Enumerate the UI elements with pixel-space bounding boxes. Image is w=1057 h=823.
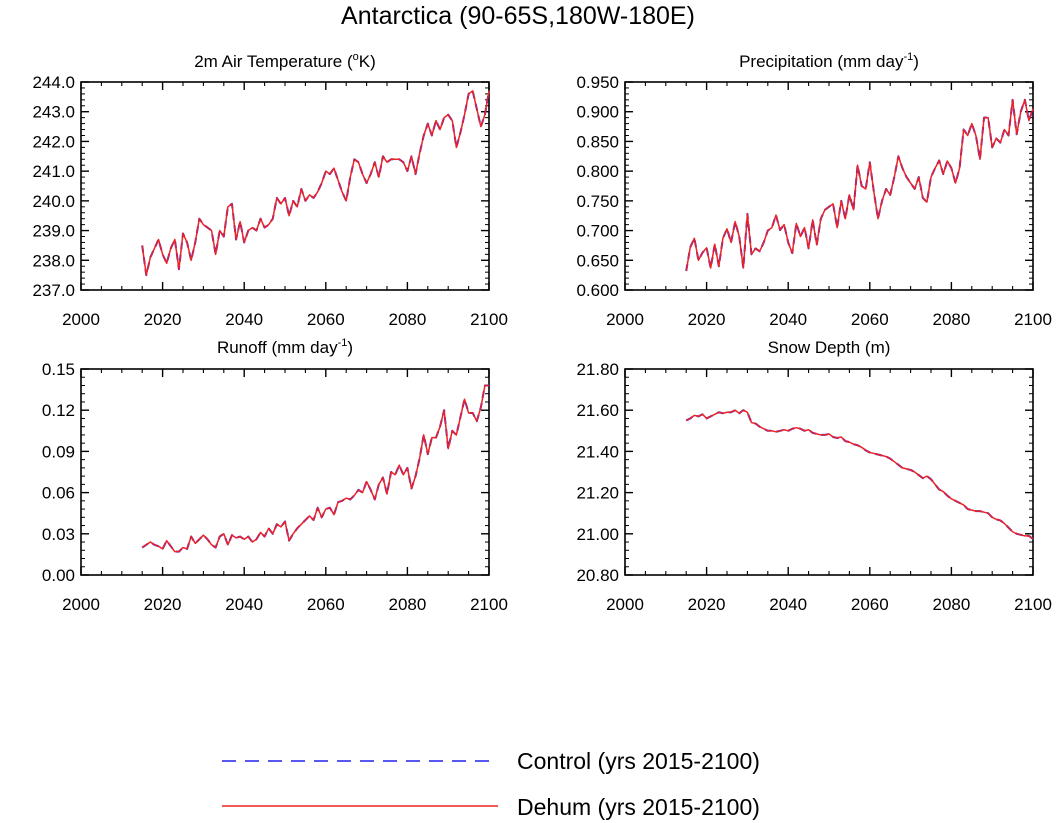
series-line-air-temperature-dehum [141, 90, 490, 276]
x-tick-label-precipitation-5: 2100 [1014, 310, 1052, 329]
y-tick-label-runoff-5: 0.15 [42, 360, 75, 379]
y-tick-label-precipitation-7: 0.950 [576, 73, 619, 92]
y-tick-label-air-temperature-3: 240.0 [32, 192, 75, 211]
x-tick-label-precipitation-3: 2060 [851, 310, 889, 329]
y-tick-label-snow-depth-2: 21.20 [576, 484, 619, 503]
plot-frame-air-temperature [80, 81, 490, 291]
y-tick-label-snow-depth-0: 20.80 [576, 566, 619, 585]
y-tick-label-air-temperature-7: 244.0 [32, 73, 75, 92]
y-axis-precipitation: 0.600 0.650 0.700 0.750 0.800 0.850 0.900 0.950 [576, 73, 1033, 300]
panel-runoff: Runoff (mm day-1) 2000 2020 2040 2060 2080 21… [42, 337, 508, 614]
y-tick-label-snow-depth-5: 21.80 [576, 360, 619, 379]
series-line-runoff-dehum [141, 384, 489, 553]
x-tick-label-snow-depth-1: 2020 [688, 595, 726, 614]
x-tick-label-runoff-0: 2000 [62, 595, 100, 614]
x-tick-label-snow-depth-0: 2000 [606, 595, 644, 614]
series-group-snow-depth [685, 409, 1034, 540]
legend-label-control: Control (yrs 2015-2100) [517, 748, 760, 774]
figure-title: Antarctica (90-65S,180W-180E) [341, 2, 695, 30]
y-tick-label-precipitation-5: 0.850 [576, 132, 619, 151]
series-line-snow-depth-control [685, 409, 1034, 540]
series-line-precipitation-dehum [685, 99, 1034, 272]
x-tick-label-runoff-4: 2080 [388, 595, 426, 614]
y-tick-label-precipitation-0: 0.600 [576, 281, 619, 300]
x-tick-label-runoff-2: 2040 [225, 595, 263, 614]
panel-title-air-temperature: 2m Air Temperature (oK) [194, 51, 376, 71]
x-tick-label-runoff-1: 2020 [144, 595, 182, 614]
y-tick-label-snow-depth-1: 21.00 [576, 525, 619, 544]
x-tick-label-air-temperature-3: 2060 [307, 310, 345, 329]
series-group-air-temperature [141, 89, 490, 277]
y-tick-label-snow-depth-3: 21.40 [576, 442, 619, 461]
legend-label-dehum: Dehum (yrs 2015-2100) [517, 794, 760, 820]
x-tick-label-precipitation-0: 2000 [606, 310, 644, 329]
y-tick-label-air-temperature-6: 243.0 [32, 103, 75, 122]
y-tick-label-runoff-3: 0.09 [42, 442, 75, 461]
series-group-precipitation [685, 98, 1034, 272]
x-axis-runoff: 2000 2020 2040 2060 2080 2100 [62, 369, 508, 614]
plot-frame-precipitation [624, 81, 1034, 291]
x-tick-label-air-temperature-0: 2000 [62, 310, 100, 329]
x-tick-label-runoff-5: 2100 [470, 595, 508, 614]
legend: Control (yrs 2015-2100) Dehum (yrs 2015-… [222, 748, 760, 820]
y-tick-label-runoff-2: 0.06 [42, 484, 75, 503]
x-tick-label-snow-depth-2: 2040 [769, 595, 807, 614]
panel-title-runoff: Runoff (mm day-1) [217, 337, 353, 357]
y-tick-label-air-temperature-1: 238.0 [32, 251, 75, 270]
panel-snow-depth: Snow Depth (m) 2000 2020 2040 2060 2080 2100 … [576, 338, 1051, 614]
y-tick-label-precipitation-4: 0.800 [576, 162, 619, 181]
y-tick-label-precipitation-1: 0.650 [576, 251, 619, 270]
y-tick-label-runoff-4: 0.12 [42, 401, 75, 420]
series-line-snow-depth-dehum [685, 409, 1034, 540]
x-axis-air-temperature: 2000 2020 2040 2060 2080 2100 [62, 82, 508, 329]
x-tick-label-air-temperature-5: 2100 [470, 310, 508, 329]
x-tick-label-snow-depth-3: 2060 [851, 595, 889, 614]
x-tick-label-snow-depth-5: 2100 [1014, 595, 1052, 614]
y-tick-label-runoff-1: 0.03 [42, 525, 75, 544]
x-tick-label-air-temperature-1: 2020 [144, 310, 182, 329]
series-line-precipitation-control [685, 98, 1034, 272]
y-tick-label-precipitation-3: 0.750 [576, 192, 619, 211]
y-tick-label-precipitation-2: 0.700 [576, 222, 619, 241]
series-line-runoff-control [141, 384, 489, 553]
x-tick-label-snow-depth-4: 2080 [932, 595, 970, 614]
y-axis-snow-depth: 20.80 21.00 21.20 21.40 21.60 21.80 [576, 360, 1033, 585]
x-axis-snow-depth: 2000 2020 2040 2060 2080 2100 [606, 369, 1052, 614]
y-tick-label-air-temperature-0: 237.0 [32, 281, 75, 300]
x-tick-label-precipitation-4: 2080 [932, 310, 970, 329]
y-tick-label-snow-depth-4: 21.60 [576, 401, 619, 420]
series-group-runoff [141, 384, 489, 553]
plot-frame-runoff [80, 368, 490, 576]
panel-title-precipitation: Precipitation (mm day-1) [739, 51, 919, 71]
y-axis-runoff: 0.00 0.03 0.06 0.09 0.12 0.15 [42, 360, 489, 585]
x-tick-label-air-temperature-4: 2080 [388, 310, 426, 329]
x-tick-label-air-temperature-2: 2040 [225, 310, 263, 329]
y-axis-air-temperature: 237.0 238.0 239.0 240.0 241.0 242.0 243.0 244.0 [32, 73, 489, 300]
x-axis-precipitation: 2000 2020 2040 2060 2080 2100 [606, 82, 1052, 329]
y-tick-label-air-temperature-5: 242.0 [32, 132, 75, 151]
y-tick-label-precipitation-6: 0.900 [576, 103, 619, 122]
y-tick-label-air-temperature-2: 239.0 [32, 222, 75, 241]
y-tick-label-air-temperature-4: 241.0 [32, 162, 75, 181]
panel-precipitation: Precipitation (mm day-1) 2000 2020 2040 206… [576, 51, 1051, 329]
x-tick-label-runoff-3: 2060 [307, 595, 345, 614]
x-tick-label-precipitation-1: 2020 [688, 310, 726, 329]
panel-air-temperature: 2m Air Temperature (oK) 2000 2020 2040 2060… [32, 51, 507, 329]
panel-title-snow-depth: Snow Depth (m) [768, 338, 891, 357]
plot-frame-snow-depth [624, 368, 1034, 576]
y-tick-label-runoff-0: 0.00 [42, 566, 75, 585]
x-tick-label-precipitation-2: 2040 [769, 310, 807, 329]
